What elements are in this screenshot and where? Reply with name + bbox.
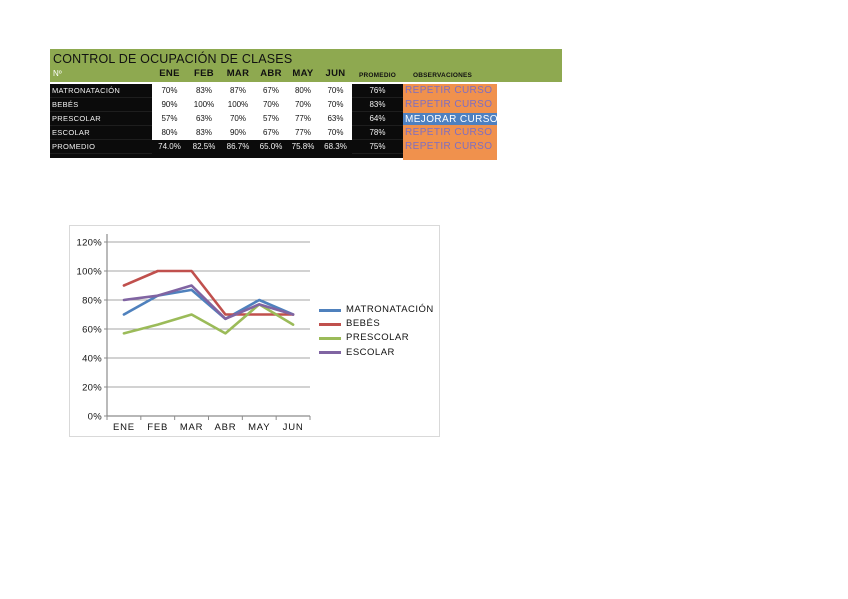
observacion-cell-repetir: REPETIR CURSO: [403, 84, 497, 98]
promedio-cell: 78%: [352, 126, 403, 140]
table-row-beb-s: BEBÉS 90% 100% 100% 70% 70% 70% 83% REPETIR CURS…: [50, 98, 562, 112]
value-cell: 90%: [152, 98, 187, 112]
value-cell: 65.0%: [255, 140, 287, 154]
promedio-cell: 76%: [352, 84, 403, 98]
row-label: PRESCOLAR: [50, 112, 152, 126]
value-cell: 57%: [255, 112, 287, 126]
table-bottom-strip: [50, 154, 403, 158]
value-cell: 80%: [287, 84, 319, 98]
series-line-prescolar: [122, 303, 295, 335]
x-tick-label: ENE: [113, 422, 135, 433]
value-cell: 67%: [255, 126, 287, 140]
value-cell: 77%: [287, 112, 319, 126]
value-cell: 77%: [287, 126, 319, 140]
row-label: PROMEDIO: [50, 140, 152, 154]
y-tick-label: 120%: [77, 238, 103, 249]
column-header-observaciones: OBSERVACIONES: [413, 72, 473, 79]
legend-line-swatch: [319, 308, 341, 312]
table-body: MATRONATACIÓN 70% 83% 87% 67% 80% 70% 76% REPETI…: [50, 84, 562, 154]
x-tick-label: JUN: [283, 422, 304, 433]
table-title: CONTROL DE OCUPACIÓN DE CLASES: [53, 52, 293, 66]
observacion-cell-repetir: REPETIR CURSO: [403, 140, 497, 154]
row-label: MATRONATACIÓN: [50, 84, 152, 98]
value-cell: 63%: [187, 112, 221, 126]
value-cell: 70%: [255, 98, 287, 112]
table-row-promedio: PROMEDIO 74.0% 82.5% 86.7% 65.0% 75.8% 68.3% 75…: [50, 140, 562, 154]
value-cell: 63%: [319, 112, 352, 126]
x-tick-label: MAY: [248, 422, 270, 433]
column-header-abr: ABR: [260, 68, 282, 79]
chart-plot-area: 0% 20% 40% 60% 80% 100% 120% ENE FEB MAR ABR MAY JUN: [77, 234, 311, 433]
occupancy-line-chart: 0% 20% 40% 60% 80% 100% 120% ENE FEB MAR ABR MAY JUN…: [69, 225, 440, 437]
y-tick-label: 100%: [77, 267, 103, 278]
value-cell: 70%: [319, 126, 352, 140]
value-cell: 83%: [187, 126, 221, 140]
column-header-jun: JUN: [325, 68, 346, 79]
value-cell: 82.5%: [187, 140, 221, 154]
series-line-matronataci-n: [122, 288, 295, 321]
observations-bottom-strip: [403, 154, 497, 160]
occupancy-table: CONTROL DE OCUPACIÓN DE CLASES Nº ENE FEB M…: [50, 49, 562, 160]
column-header-row: Nº ENE FEB MAR ABR MAY JUN PROMEDIO OBSERVACIONE…: [50, 67, 562, 82]
column-header-feb: FEB: [194, 68, 214, 79]
row-label: BEBÉS: [50, 98, 152, 112]
value-cell: 57%: [152, 112, 187, 126]
column-header-ene: ENE: [159, 68, 180, 79]
value-cell: 70%: [287, 98, 319, 112]
series-line-beb-s: [122, 269, 295, 316]
table-row-matronataci-n: MATRONATACIÓN 70% 83% 87% 67% 80% 70% 76% REPETI…: [50, 84, 562, 98]
legend-item-beb-s: BEBÉS: [319, 318, 380, 330]
value-cell: 67%: [255, 84, 287, 98]
x-tick-label: MAR: [180, 422, 204, 433]
y-tick-label: 20%: [82, 383, 102, 394]
y-tick-label: 60%: [82, 325, 102, 336]
value-cell: 75.8%: [287, 140, 319, 154]
legend-item-prescolar: PRESCOLAR: [319, 332, 409, 344]
y-tick-label: 40%: [82, 354, 102, 365]
observacion-cell-mejorar: MEJORAR CURSO: [403, 112, 497, 126]
value-cell: 70%: [319, 98, 352, 112]
value-cell: 100%: [221, 98, 255, 112]
column-header-n-: Nº: [53, 69, 62, 78]
x-tick-label: FEB: [147, 422, 168, 433]
column-header-mar: MAR: [226, 68, 250, 79]
table-header-band: CONTROL DE OCUPACIÓN DE CLASES Nº ENE FEB M…: [50, 49, 562, 82]
column-header-may: MAY: [292, 68, 314, 79]
value-cell: 70%: [319, 84, 352, 98]
promedio-cell: 75%: [352, 140, 403, 154]
table-row-escolar: ESCOLAR 80% 83% 90% 67% 77% 70% 78% REPETIR CURS…: [50, 126, 562, 140]
legend-item-escolar: ESCOLAR: [319, 347, 395, 359]
table-row-prescolar: PRESCOLAR 57% 63% 70% 57% 77% 63% 64% MEJORAR CU…: [50, 112, 562, 126]
column-header-promedio: PROMEDIO: [359, 72, 396, 79]
value-cell: 100%: [187, 98, 221, 112]
value-cell: 87%: [221, 84, 255, 98]
observacion-cell-repetir: REPETIR CURSO: [403, 126, 497, 140]
value-cell: 68.3%: [319, 140, 352, 154]
observacion-cell-repetir: REPETIR CURSO: [403, 98, 497, 112]
value-cell: 74.0%: [152, 140, 187, 154]
legend-label: MATRONATACIÓN: [346, 304, 434, 315]
legend-label: BEBÉS: [346, 318, 381, 330]
x-tick-label: ABR: [214, 422, 236, 433]
value-cell: 80%: [152, 126, 187, 140]
value-cell: 90%: [221, 126, 255, 140]
promedio-cell: 83%: [352, 98, 403, 112]
legend-label: ESCOLAR: [346, 346, 395, 358]
value-cell: 83%: [187, 84, 221, 98]
y-tick-label: 80%: [82, 296, 102, 307]
value-cell: 70%: [152, 84, 187, 98]
promedio-cell: 64%: [352, 112, 403, 126]
value-cell: 86.7%: [221, 140, 255, 154]
y-tick-label: 0%: [88, 412, 103, 423]
series-line-escolar: [122, 284, 295, 321]
value-cell: 70%: [221, 112, 255, 126]
row-label: ESCOLAR: [50, 126, 152, 140]
legend-line-swatch: [319, 336, 341, 340]
legend-line-swatch: [319, 351, 341, 355]
legend-item-matronataci-n: MATRONATACIÓN: [319, 304, 434, 316]
legend-label: PRESCOLAR: [346, 332, 410, 344]
legend-line-swatch: [319, 322, 341, 326]
